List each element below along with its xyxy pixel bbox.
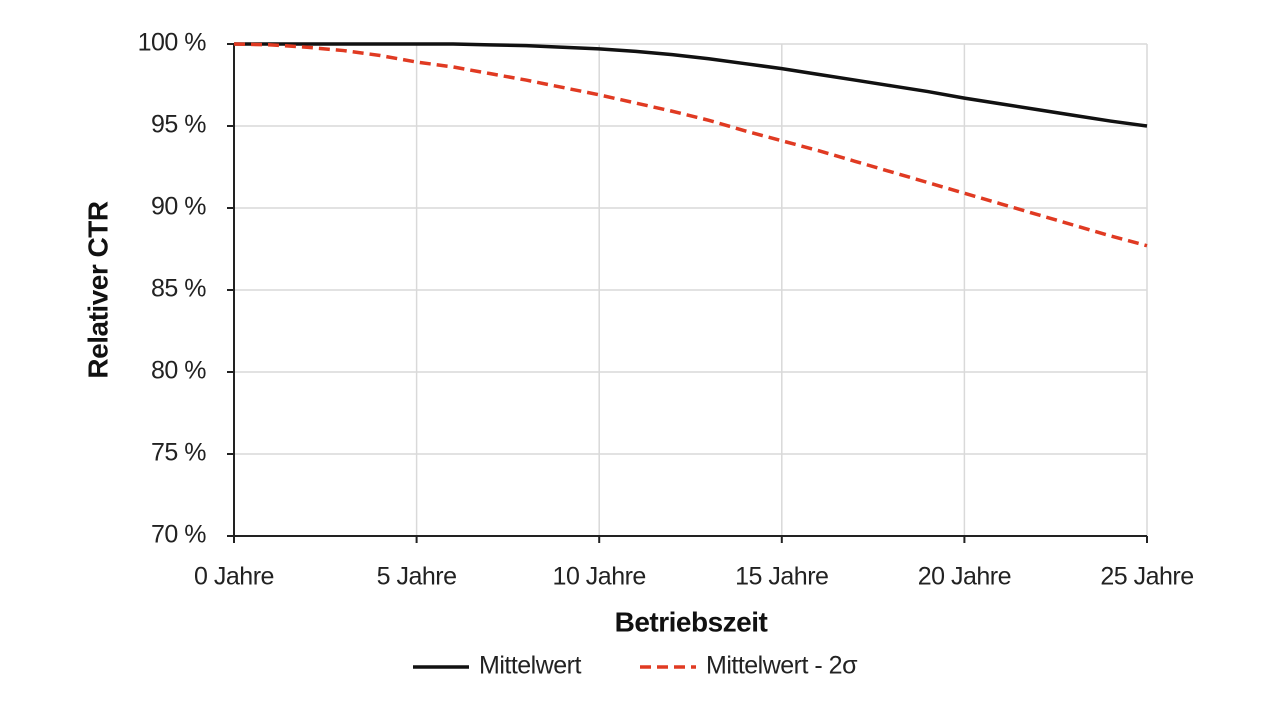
legend-label: Mittelwert <box>479 652 582 680</box>
y-tick-label: 100 % <box>138 29 207 57</box>
y-tick-label: 95 % <box>151 111 206 139</box>
x-tick-label: 20 Jahre <box>918 563 1011 591</box>
y-tick-label: 90 % <box>151 193 206 221</box>
x-axis-title: Betriebszeit <box>615 606 768 637</box>
y-tick-label: 75 % <box>151 439 206 467</box>
x-tick-label: 0 Jahre <box>194 563 274 591</box>
data-line <box>233 42 1148 248</box>
y-tick-label: 85 % <box>151 275 206 303</box>
y-tick-label: 80 % <box>151 357 206 385</box>
y-axis-title: Relativer CTR <box>82 201 113 378</box>
x-tick-label: 15 Jahre <box>735 563 828 591</box>
y-tick-label: 70 % <box>151 521 206 549</box>
data-line <box>234 42 1148 128</box>
legend-label: Mittelwert - 2σ <box>706 652 858 680</box>
x-tick-label: 25 Jahre <box>1100 563 1193 591</box>
x-tick-label: 10 Jahre <box>553 563 646 591</box>
x-tick-label: 5 Jahre <box>377 563 457 591</box>
